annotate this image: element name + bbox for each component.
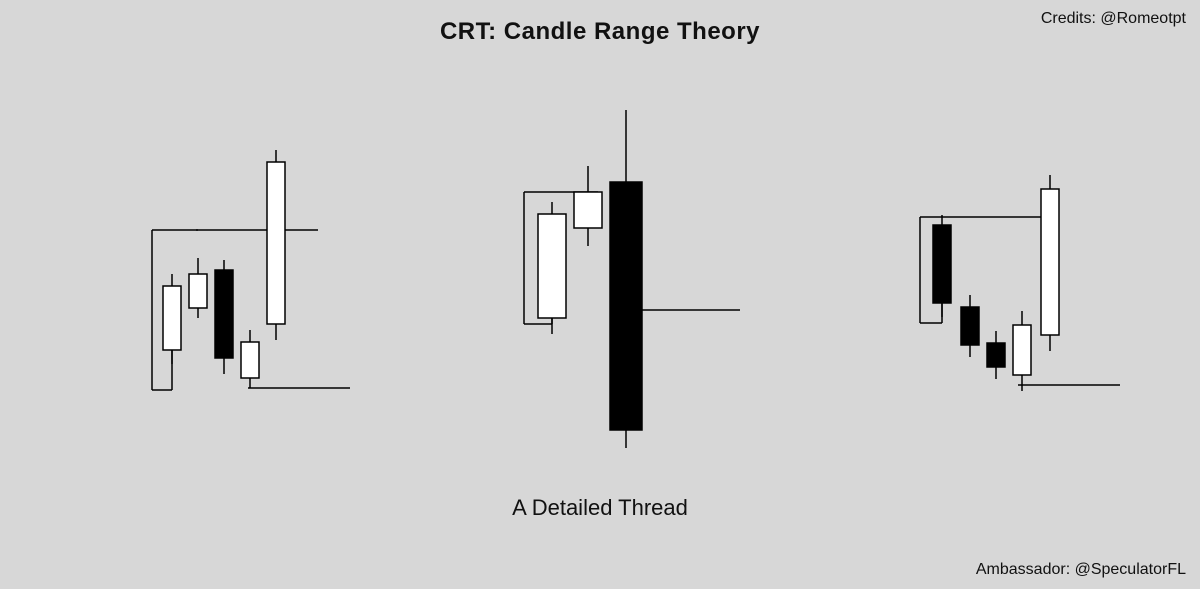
candle-body-solid (215, 270, 233, 358)
candle-body-hollow (538, 214, 566, 318)
candle-body-solid (610, 182, 642, 430)
diagram-canvas: CRT: Candle Range Theory Credits: @Romeo… (0, 0, 1200, 589)
candle-body-hollow (1041, 189, 1059, 335)
candle-body-solid (987, 343, 1005, 367)
page-subtitle: A Detailed Thread (0, 495, 1200, 521)
page-title: CRT: Candle Range Theory (0, 18, 1200, 46)
group-center (500, 110, 760, 450)
candle-body-hollow (267, 162, 285, 324)
group-left (130, 150, 370, 440)
ambassador-label: Ambassador: @SpeculatorFL (976, 561, 1186, 579)
candle-body-solid (933, 225, 951, 303)
candle-body-hollow (189, 274, 207, 308)
candle-body-hollow (1013, 325, 1031, 375)
group-right (900, 175, 1140, 435)
candle-body-hollow (241, 342, 259, 378)
candle-body-solid (961, 307, 979, 345)
credits-label: Credits: @Romeotpt (1041, 10, 1186, 28)
candle-body-hollow (574, 192, 602, 228)
candle-body-hollow (163, 286, 181, 350)
